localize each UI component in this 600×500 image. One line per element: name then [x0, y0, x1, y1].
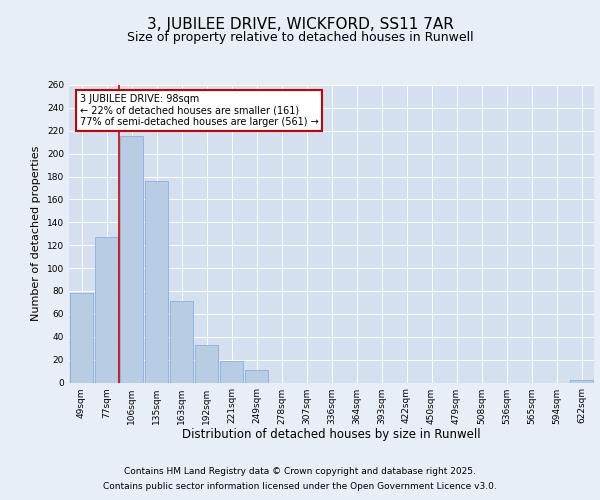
Text: Size of property relative to detached houses in Runwell: Size of property relative to detached ho… [127, 31, 473, 44]
Bar [195, 344, 218, 383]
Bar [145, 181, 168, 382]
Bar [570, 380, 593, 382]
Text: 3 JUBILEE DRIVE: 98sqm
← 22% of detached houses are smaller (161)
77% of semi-de: 3 JUBILEE DRIVE: 98sqm ← 22% of detached… [79, 94, 318, 127]
Text: Contains HM Land Registry data © Crown copyright and database right 2025.: Contains HM Land Registry data © Crown c… [124, 467, 476, 476]
X-axis label: Distribution of detached houses by size in Runwell: Distribution of detached houses by size … [182, 428, 481, 441]
Bar [70, 293, 93, 382]
Bar [95, 237, 118, 382]
Y-axis label: Number of detached properties: Number of detached properties [31, 146, 41, 322]
Text: Contains public sector information licensed under the Open Government Licence v3: Contains public sector information licen… [103, 482, 497, 491]
Bar [120, 136, 143, 382]
Text: 3, JUBILEE DRIVE, WICKFORD, SS11 7AR: 3, JUBILEE DRIVE, WICKFORD, SS11 7AR [146, 18, 454, 32]
Bar [245, 370, 268, 382]
Bar [220, 361, 243, 382]
Bar [170, 302, 193, 382]
